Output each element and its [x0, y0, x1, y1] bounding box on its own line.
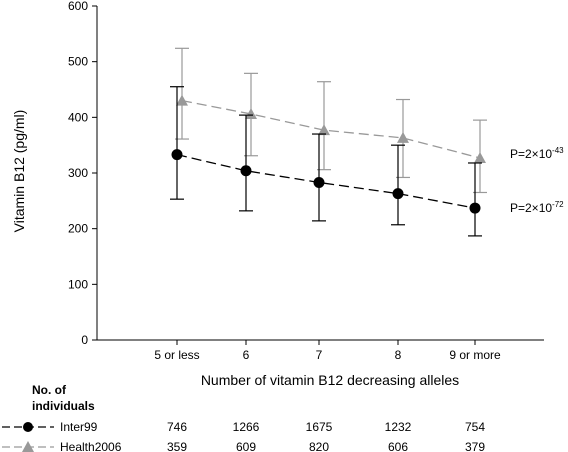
legend-label: Health2006: [60, 440, 122, 452]
series-health2006: P=2×10-43: [175, 47, 564, 194]
y-tick-label: 400: [68, 110, 88, 124]
y-tick-label: 600: [68, 0, 88, 13]
count-cell: 379: [465, 440, 485, 452]
series-line: [181, 99, 481, 159]
legend-inter99: Inter99: [2, 420, 98, 434]
count-cell: 754: [465, 420, 485, 434]
series-layer: P=2×10-43 P=2×10-72: [170, 47, 564, 237]
y-axis-title: Vitamin B12 (pg/ml): [11, 110, 27, 233]
p-value-label: P=2×10-72: [510, 200, 564, 215]
y-tick-label: 500: [68, 55, 88, 69]
data-point: [318, 124, 330, 136]
series-line: [176, 153, 476, 209]
x-axis-title: Number of vitamin B12 decreasing alleles: [201, 372, 459, 388]
x-tick-label: 6: [243, 348, 250, 362]
data-point: [474, 151, 486, 163]
count-cell: 1266: [233, 420, 260, 434]
data-point: [176, 94, 188, 106]
x-tick-label: 5 or less: [154, 348, 199, 362]
y-tick-label: 100: [68, 277, 88, 291]
y-tick-label: 200: [68, 222, 88, 236]
legend-label: Inter99: [60, 420, 98, 434]
count-cell: 1232: [385, 420, 412, 434]
table-header-line1: No. of: [32, 383, 67, 397]
axes: 0 100 200 300 400 500 600 5 or less 6 7 8 9 or more: [68, 0, 544, 362]
data-point: [245, 107, 257, 119]
series-inter99: P=2×10-72: [170, 86, 564, 237]
data-point: [240, 165, 252, 177]
legend-marker: [22, 441, 34, 452]
count-cell: 820: [309, 440, 329, 452]
y-tick-label: 300: [68, 166, 88, 180]
x-tick-label: 9 or more: [449, 348, 501, 362]
table-header-line2: individuals: [32, 399, 95, 413]
counts-table: Health2006 359 609 820 606 379 Inter99 746 1266 1…: [2, 420, 485, 452]
count-cell: 1675: [306, 420, 333, 434]
data-point: [313, 176, 325, 188]
y-tick-label: 0: [81, 333, 88, 347]
count-cell: 359: [167, 440, 187, 452]
data-point: [469, 202, 481, 214]
x-tick-label: 7: [316, 348, 323, 362]
data-point: [171, 149, 183, 161]
data-point: [397, 131, 409, 143]
count-cell: 746: [167, 420, 187, 434]
count-cell: 609: [236, 440, 256, 452]
count-cell: 606: [388, 440, 408, 452]
p-value-label: P=2×10-43: [510, 146, 564, 161]
data-point: [392, 188, 404, 200]
legend-marker: [23, 422, 33, 432]
legend-health2006: Health2006: [2, 440, 122, 452]
x-tick-label: 8: [395, 348, 402, 362]
